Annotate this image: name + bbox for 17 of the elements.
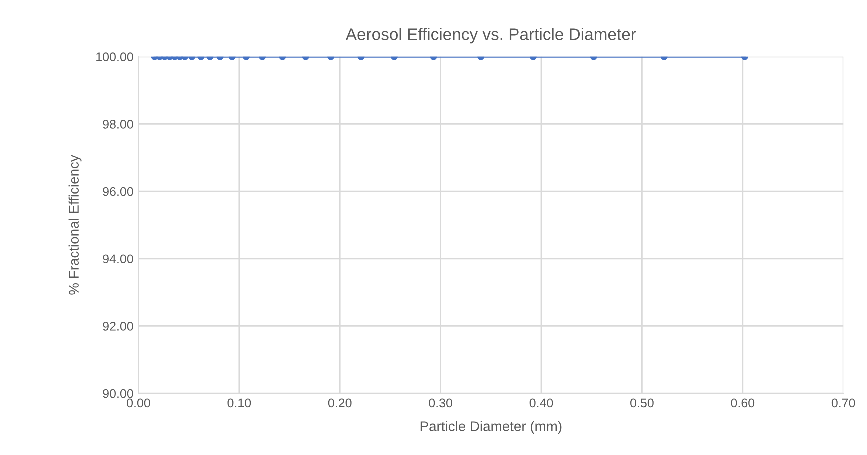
x-tick-label: 0.50 (630, 398, 654, 408)
x-tick-label: 0.40 (530, 398, 554, 408)
x-tick-label: 0.20 (328, 398, 352, 408)
y-tick-label: 96.00 (103, 187, 134, 196)
x-tick-label: 0.10 (228, 398, 252, 408)
y-tick-label: 92.00 (103, 322, 134, 331)
y-tick-label: 90.00 (103, 389, 134, 398)
x-tick-label: 0.60 (731, 398, 755, 408)
chart-title: Aerosol Efficiency vs. Particle Diameter (346, 28, 636, 44)
x-tick-label: 0.70 (832, 398, 856, 408)
y-axis-title: % Fractional Efficiency (68, 155, 82, 295)
y-tick-label: 100.00 (96, 52, 134, 62)
y-tick-label: 94.00 (103, 254, 134, 264)
x-axis-title: Particle Diameter (mm) (420, 421, 562, 434)
x-tick-label: 0.30 (429, 398, 452, 408)
y-tick-label: 98.00 (103, 120, 134, 129)
x-tick-label: 0.00 (127, 398, 150, 408)
